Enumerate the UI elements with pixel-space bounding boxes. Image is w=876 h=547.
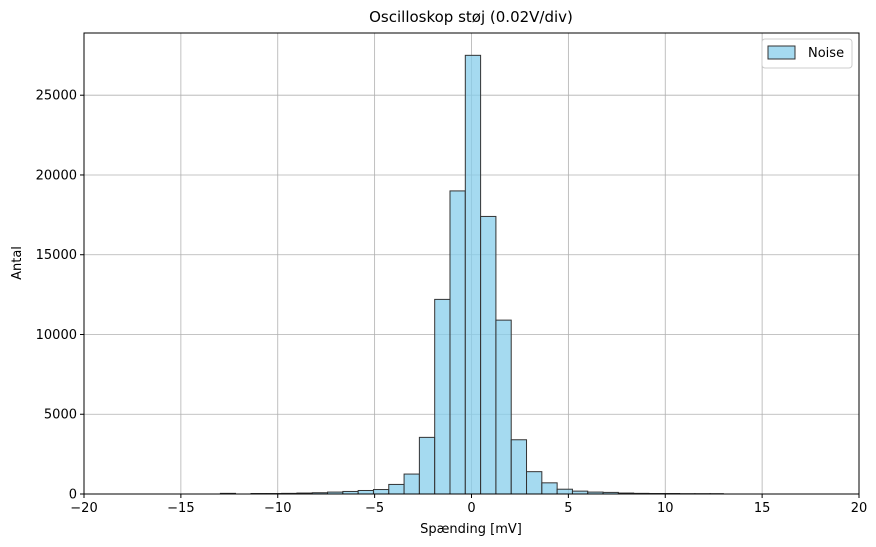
x-tick-label: 5	[564, 501, 572, 516]
x-tick-label: 10	[657, 501, 674, 516]
histogram-bar	[556, 488, 573, 495]
x-tick-label: −15	[167, 501, 194, 516]
histogram-bar	[418, 436, 436, 495]
histogram-bar	[464, 54, 482, 495]
x-tick-label: 15	[754, 501, 771, 516]
histogram-bar	[526, 471, 543, 495]
x-axis-ticks: −20 −15 −10 −5 0 5 10 15 20	[70, 494, 867, 516]
x-tick-label: −5	[365, 501, 384, 516]
histogram-bar	[541, 482, 558, 495]
x-tick-label: −10	[264, 501, 291, 516]
histogram-bars	[219, 54, 724, 495]
x-axis-label: Spænding [mV]	[420, 522, 522, 537]
legend: Noise	[761, 38, 853, 69]
histogram-bar	[388, 483, 405, 495]
y-tick-label: 0	[69, 488, 77, 503]
y-tick-label: 10000	[36, 328, 77, 343]
histogram-bar	[357, 489, 374, 495]
chart-title: Oscilloskop støj (0.02V/div)	[369, 8, 573, 26]
y-tick-label: 5000	[44, 408, 77, 423]
x-tick-label: −20	[70, 501, 97, 516]
histogram-bar	[372, 489, 390, 495]
y-tick-label: 20000	[36, 168, 77, 183]
histogram-bar	[510, 439, 528, 495]
x-tick-label: 0	[467, 501, 475, 516]
legend-swatch	[767, 45, 796, 60]
histogram-bar	[449, 190, 466, 495]
y-axis-ticks: 0 5000 10000 15000 20000 25000	[36, 89, 84, 503]
x-tick-label: 20	[851, 501, 868, 516]
histogram-bar	[495, 319, 512, 495]
histogram-bar	[434, 298, 451, 495]
histogram-bar	[403, 473, 420, 495]
histogram-bar	[480, 215, 497, 495]
y-axis-label: Antal	[10, 246, 25, 280]
legend-label: Noise	[808, 46, 844, 61]
y-tick-label: 15000	[36, 248, 77, 263]
y-tick-label: 25000	[36, 89, 77, 104]
